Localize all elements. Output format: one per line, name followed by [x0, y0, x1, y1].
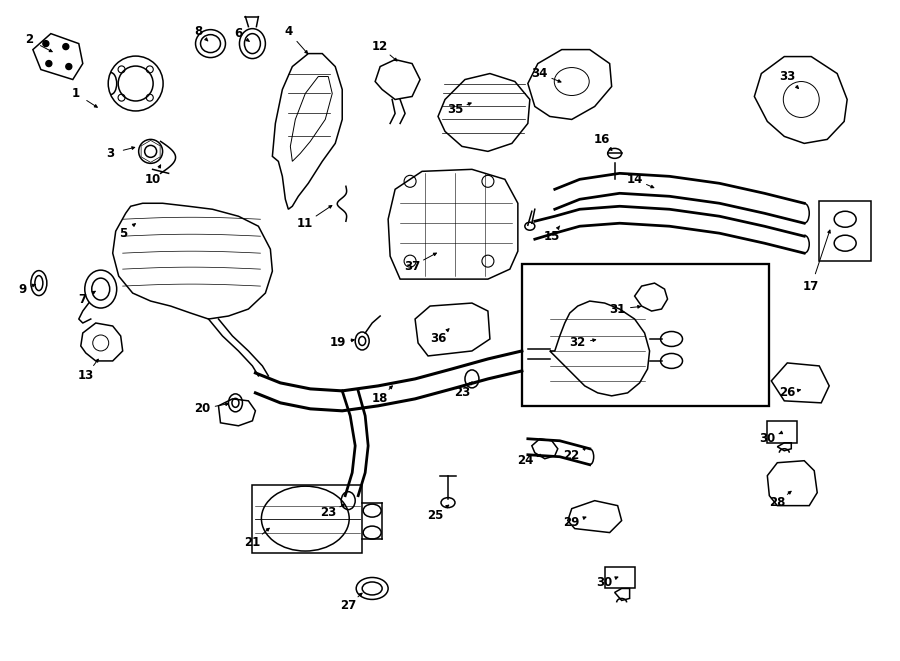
Text: 19: 19 — [330, 336, 346, 350]
Text: 33: 33 — [779, 70, 796, 83]
Text: 29: 29 — [563, 516, 580, 529]
Text: 4: 4 — [284, 25, 292, 38]
Text: 30: 30 — [597, 576, 613, 589]
Text: 3: 3 — [107, 147, 115, 160]
Circle shape — [63, 44, 68, 50]
Bar — [252, 485, 362, 553]
Bar — [605, 566, 634, 588]
Text: 16: 16 — [593, 133, 610, 146]
Text: 22: 22 — [563, 449, 580, 462]
Text: 26: 26 — [779, 387, 796, 399]
Text: 8: 8 — [194, 25, 202, 38]
Text: 28: 28 — [770, 496, 786, 509]
Text: 37: 37 — [404, 260, 420, 272]
Bar — [522, 264, 770, 406]
Text: 14: 14 — [626, 173, 643, 186]
Bar — [819, 201, 871, 261]
Text: 23: 23 — [454, 387, 470, 399]
Text: 5: 5 — [119, 227, 127, 240]
Circle shape — [46, 61, 52, 67]
Text: 31: 31 — [609, 303, 626, 315]
Text: 13: 13 — [77, 369, 94, 383]
Text: 10: 10 — [145, 173, 161, 186]
Text: 17: 17 — [803, 280, 819, 293]
Text: 24: 24 — [517, 454, 533, 467]
Text: 12: 12 — [372, 40, 388, 53]
Text: 9: 9 — [19, 283, 27, 295]
Text: 21: 21 — [244, 536, 260, 549]
Bar — [768, 421, 797, 443]
Text: 6: 6 — [234, 27, 243, 40]
Text: 7: 7 — [78, 293, 86, 305]
Text: 36: 36 — [430, 332, 446, 346]
Text: 25: 25 — [427, 509, 443, 522]
Text: 30: 30 — [760, 432, 776, 446]
Text: 27: 27 — [340, 599, 356, 612]
Text: 18: 18 — [372, 393, 388, 405]
Circle shape — [43, 40, 49, 46]
Text: 32: 32 — [570, 336, 586, 350]
Text: 11: 11 — [297, 217, 313, 230]
Circle shape — [66, 63, 72, 69]
Text: 34: 34 — [532, 67, 548, 80]
Text: 15: 15 — [544, 230, 560, 243]
Text: 23: 23 — [320, 506, 337, 519]
Text: 2: 2 — [25, 33, 33, 46]
Text: 35: 35 — [446, 103, 464, 116]
Text: 20: 20 — [194, 403, 211, 415]
Text: 1: 1 — [72, 87, 80, 100]
